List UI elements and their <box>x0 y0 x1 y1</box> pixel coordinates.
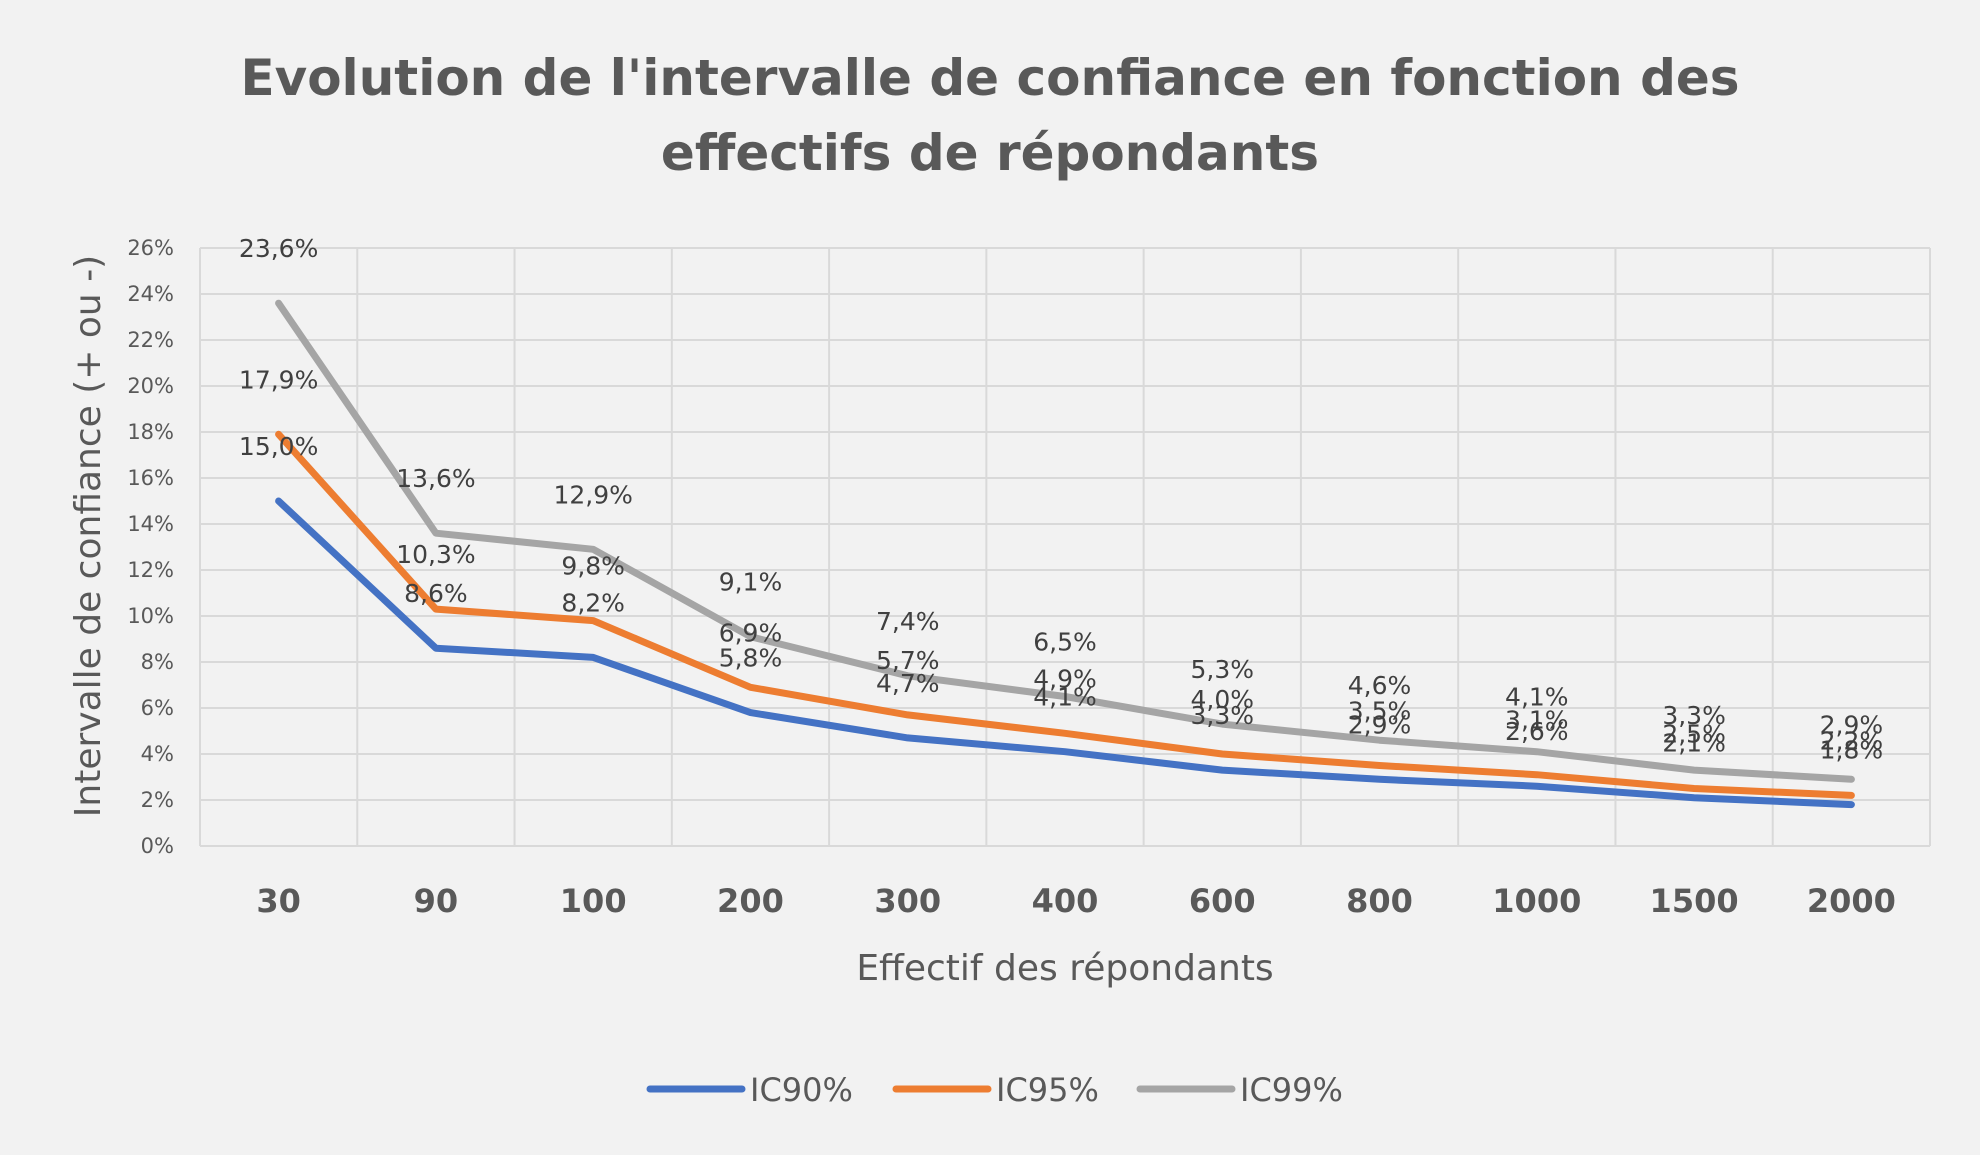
chart-title-line-1: Evolution de l'intervalle de confiance e… <box>240 49 1739 107</box>
data-label: 6,9% <box>719 618 783 647</box>
y-tick-label: 0% <box>141 834 174 858</box>
legend-label: IC99% <box>1240 1071 1343 1109</box>
data-labels: 15,0% 8,6% 8,2% 5,8% 4,7% 4,1% 3,3% 2,9% 2,6% 2,1… <box>239 234 1883 764</box>
x-axis-ticks: 30 90 100 200 300 400 600 800 1000 1500 2000 <box>256 882 1896 920</box>
data-label: 3,5% <box>1348 697 1412 726</box>
legend: IC90% IC95% IC99% <box>646 1071 1343 1109</box>
legend-label: IC90% <box>750 1071 853 1109</box>
x-tick-label: 100 <box>560 882 627 920</box>
data-label: 15,0% <box>239 432 318 461</box>
data-label: 10,3% <box>396 540 475 569</box>
x-tick-label: 90 <box>414 882 459 920</box>
x-axis-title: Effectif des répondants <box>856 948 1273 989</box>
x-tick-label: 1000 <box>1492 882 1581 920</box>
data-label: 4,1% <box>1505 683 1569 712</box>
y-tick-label: 2% <box>141 788 174 812</box>
data-label: 4,0% <box>1191 685 1255 714</box>
x-tick-label: 1500 <box>1650 882 1739 920</box>
y-tick-label: 22% <box>127 328 174 352</box>
data-label: 3,3% <box>1662 701 1726 730</box>
series-line-ic95 <box>275 430 1855 799</box>
y-tick-label: 6% <box>141 696 174 720</box>
data-label: 6,5% <box>1033 628 1097 657</box>
data-label: 8,6% <box>404 579 468 608</box>
data-label: 2,5% <box>1662 720 1726 749</box>
y-tick-label: 18% <box>127 420 174 444</box>
data-label: 23,6% <box>239 234 318 263</box>
x-tick-label: 30 <box>256 882 301 920</box>
series-line-ic99 <box>275 299 1855 783</box>
data-label: 8,2% <box>561 588 625 617</box>
data-label: 7,4% <box>876 607 940 636</box>
data-label: 2,6% <box>1505 717 1569 746</box>
data-label: 4,6% <box>1348 671 1412 700</box>
y-tick-label: 26% <box>127 236 174 260</box>
chart-title-line-2: effectifs de répondants <box>661 124 1319 182</box>
y-tick-label: 24% <box>127 282 174 306</box>
x-tick-label: 400 <box>1032 882 1099 920</box>
x-tick-label: 600 <box>1189 882 1256 920</box>
data-label: 4,1% <box>1033 683 1097 712</box>
y-tick-label: 16% <box>127 466 174 490</box>
y-axis-title: Intervalle de confiance (+ ou -) <box>68 255 109 817</box>
y-tick-label: 10% <box>127 604 174 628</box>
data-label: 5,7% <box>876 646 940 675</box>
data-label: 5,3% <box>1191 655 1255 684</box>
data-label: 9,1% <box>719 568 783 597</box>
y-tick-label: 4% <box>141 742 174 766</box>
series-lines <box>275 299 1855 809</box>
legend-label: IC95% <box>996 1071 1099 1109</box>
data-label: 13,6% <box>396 464 475 493</box>
data-label: 3,3% <box>1191 701 1255 730</box>
x-tick-label: 300 <box>874 882 941 920</box>
x-tick-label: 800 <box>1346 882 1413 920</box>
x-tick-label: 200 <box>717 882 784 920</box>
data-label: 17,9% <box>239 365 318 394</box>
data-label: 9,8% <box>561 552 625 581</box>
data-label: 12,9% <box>553 480 632 509</box>
y-tick-label: 14% <box>127 512 174 536</box>
y-tick-label: 12% <box>127 558 174 582</box>
data-label: 5,8% <box>719 644 783 673</box>
data-label: 4,7% <box>876 669 940 698</box>
data-label: 4,9% <box>1033 664 1097 693</box>
data-label: 2,9% <box>1348 710 1412 739</box>
series-line-ic90 <box>275 497 1855 809</box>
y-tick-label: 20% <box>127 374 174 398</box>
y-axis-ticks: 0% 2% 4% 6% 8% 10% 12% 14% 16% 18% 20% 22% 24% 26% <box>127 236 174 858</box>
data-label: 2,2% <box>1820 726 1884 755</box>
data-label: 2,1% <box>1662 729 1726 758</box>
x-tick-label: 2000 <box>1807 882 1896 920</box>
data-label: 3,1% <box>1505 706 1569 735</box>
y-tick-label: 8% <box>141 650 174 674</box>
data-label: 2,9% <box>1820 710 1884 739</box>
data-label: 1,8% <box>1820 736 1884 765</box>
